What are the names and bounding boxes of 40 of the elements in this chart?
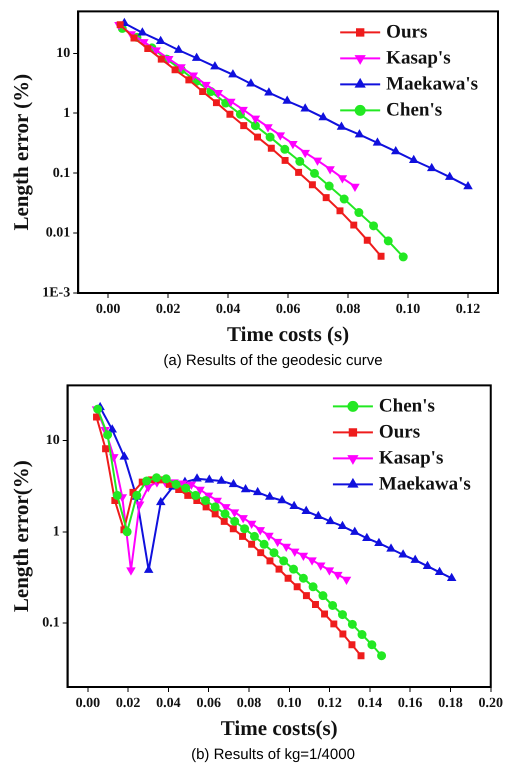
x-axis-title: Time costs (s) <box>227 322 350 346</box>
y-tick-label: 0.01 <box>46 226 70 241</box>
x-tick-label: 0.00 <box>96 302 120 318</box>
x-tick-label: 0.00 <box>76 696 100 712</box>
legend-label: Maekawa's <box>378 473 471 494</box>
x-tick-label: 0.06 <box>196 696 221 712</box>
y-tick-label: 10 <box>46 433 60 448</box>
legend-label: Kasap's <box>378 447 444 468</box>
x-tick-label: 0.08 <box>236 696 262 712</box>
y-tick-label: 1E-3 <box>42 286 70 301</box>
y-axis-title: Length error(%) <box>9 460 34 612</box>
y-axis-title: Length error (%) <box>9 74 34 231</box>
x-tick-label: 0.10 <box>396 302 420 318</box>
x-tick-label: 0.12 <box>317 696 342 712</box>
x-axis-title: Time costs(s) <box>220 716 338 740</box>
legend-label: Maekawa's <box>386 73 478 94</box>
legend-label: Ours <box>386 21 428 42</box>
x-tick-label: 0.18 <box>438 696 463 712</box>
x-tick-label: 0.02 <box>116 696 140 712</box>
y-tick-label: 1 <box>52 524 60 540</box>
x-tick-label: 0.12 <box>456 302 480 318</box>
legend-label: Chen's <box>386 99 442 120</box>
y-tick-label: 10 <box>56 46 70 61</box>
x-tick-label: 0.02 <box>156 302 180 318</box>
text: (a) Results of the geodesic curve <box>162 352 384 371</box>
x-tick-label: 0.04 <box>156 696 181 712</box>
x-tick-label: 0.16 <box>398 696 422 712</box>
x-tick-label: 0.10 <box>277 696 302 712</box>
x-tick-label: 0.20 <box>478 696 503 712</box>
y-tick-label: 1 <box>63 106 70 121</box>
x-tick-label: 0.06 <box>276 302 300 318</box>
legend-label: Chen's <box>378 395 435 416</box>
legend-label: Kasap's <box>386 47 451 68</box>
y-tick-label: 0.1 <box>52 166 70 181</box>
y-tick-label: 0.1 <box>42 616 60 631</box>
x-tick-label: 0.08 <box>336 302 360 318</box>
x-tick-label: 0.04 <box>216 302 240 318</box>
x-tick-label: 0.14 <box>358 696 382 712</box>
legend-label: Ours <box>378 421 420 442</box>
text: (b) Results of kg=1/4000 <box>190 746 356 765</box>
